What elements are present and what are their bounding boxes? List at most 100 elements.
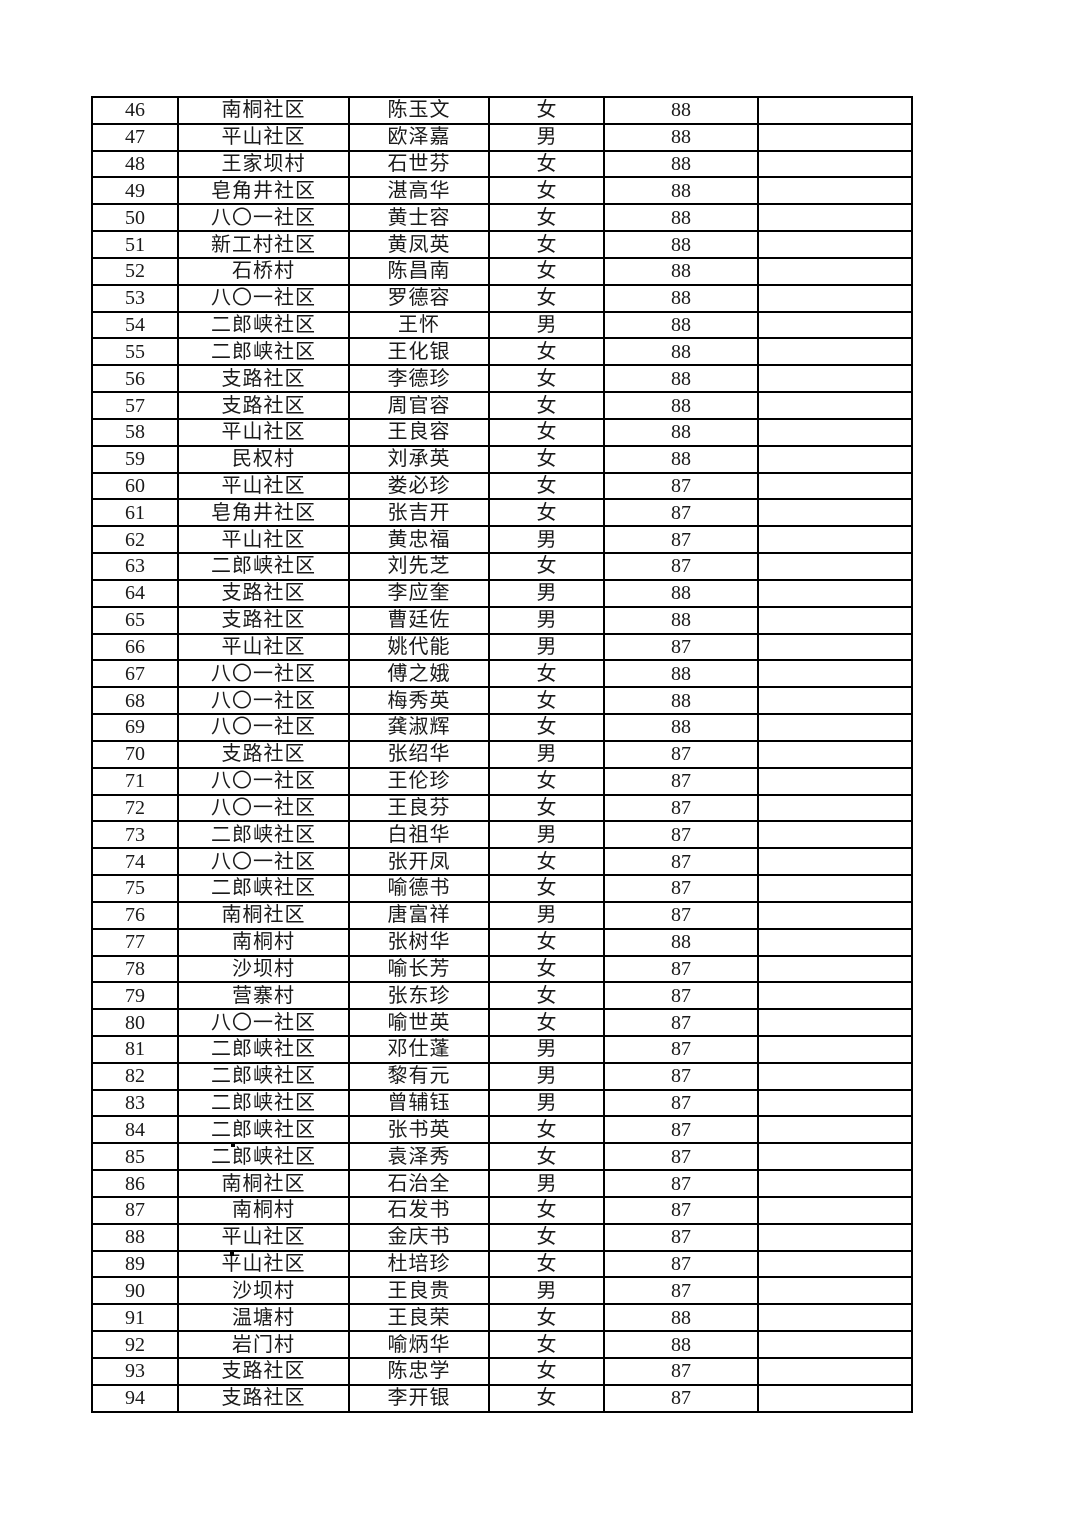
cell-gender: 女 xyxy=(488,793,605,823)
cell-gender: 男 xyxy=(488,1034,605,1064)
table-row: 61 皂角井社区 张吉开 女 87 xyxy=(91,498,913,528)
cell-community: 南桐社区 xyxy=(177,1169,350,1198)
cell-score: 88 xyxy=(603,1303,759,1333)
table-row: 85 二郎峡社区 袁泽秀 女 87 xyxy=(91,1142,913,1172)
cell-blank xyxy=(757,713,913,742)
cell-community: 二郎峡社区 xyxy=(177,310,350,340)
cell-row-number: 66 xyxy=(91,632,179,662)
cell-gender: 女 xyxy=(488,1195,605,1225)
cell-score: 87 xyxy=(603,1169,759,1198)
cell-blank xyxy=(757,149,913,179)
cell-person-name: 罗德容 xyxy=(348,283,490,313)
table-row: 79 营寨村 张东珍 女 87 xyxy=(91,981,913,1011)
table-row: 60 平山社区 娄必珍 女 87 xyxy=(91,471,913,501)
cell-row-number: 64 xyxy=(91,578,179,608)
cell-score: 87 xyxy=(603,1142,759,1172)
cell-score: 87 xyxy=(603,471,759,501)
cell-score: 87 xyxy=(603,1356,759,1386)
cell-blank xyxy=(757,900,913,930)
table-row: 59 民权村 刘承英 女 88 xyxy=(91,444,913,474)
cell-row-number: 74 xyxy=(91,847,179,877)
cell-gender: 女 xyxy=(488,1249,605,1279)
cell-person-name: 黄忠福 xyxy=(348,525,490,555)
cell-blank xyxy=(757,417,913,447)
cell-row-number: 61 xyxy=(91,498,179,528)
table-row: 91 温塘村 王良荣 女 88 xyxy=(91,1303,913,1333)
table-row: 58 平山社区 王良容 女 88 xyxy=(91,417,913,447)
cell-gender: 男 xyxy=(488,1169,605,1198)
cell-person-name: 喻长芳 xyxy=(348,954,490,984)
cell-blank xyxy=(757,444,913,474)
table-row: 62 平山社区 黄忠福 男 87 xyxy=(91,525,913,555)
table-row: 54 二郎峡社区 王怀 男 88 xyxy=(91,310,913,340)
cell-row-number: 85 xyxy=(91,1142,179,1172)
cell-person-name: 欧泽嘉 xyxy=(348,122,490,152)
cell-person-name: 陈昌南 xyxy=(348,256,490,286)
cell-person-name: 王良容 xyxy=(348,417,490,447)
cell-blank xyxy=(757,1276,913,1306)
cell-blank xyxy=(757,874,913,903)
table-row: 53 八〇一社区 罗德容 女 88 xyxy=(91,283,913,313)
cell-gender: 男 xyxy=(488,578,605,608)
cell-gender: 女 xyxy=(488,1330,605,1359)
cell-blank xyxy=(757,659,913,689)
cell-score: 88 xyxy=(603,176,759,206)
table-row: 68 八〇一社区 梅秀英 女 88 xyxy=(91,686,913,716)
cell-blank xyxy=(757,256,913,286)
table-row: 77 南桐村 张树华 女 88 xyxy=(91,927,913,957)
cell-score: 87 xyxy=(603,1115,759,1145)
cell-gender: 男 xyxy=(488,739,605,769)
cell-gender: 女 xyxy=(488,1142,605,1172)
cell-person-name: 张书英 xyxy=(348,1115,490,1145)
cell-community: 二郎峡社区 xyxy=(177,1061,350,1091)
cell-score: 87 xyxy=(603,766,759,796)
cell-gender: 女 xyxy=(488,498,605,528)
cell-row-number: 51 xyxy=(91,230,179,259)
cell-row-number: 79 xyxy=(91,981,179,1011)
cell-blank xyxy=(757,927,913,957)
cell-community: 南桐村 xyxy=(177,927,350,957)
cell-score: 87 xyxy=(603,1383,759,1414)
cell-person-name: 张绍华 xyxy=(348,739,490,769)
cell-person-name: 王良贵 xyxy=(348,1276,490,1306)
cell-gender: 女 xyxy=(488,1356,605,1386)
cell-score: 87 xyxy=(603,1008,759,1037)
cell-score: 87 xyxy=(603,874,759,903)
cell-score: 88 xyxy=(603,444,759,474)
cell-blank xyxy=(757,1061,913,1091)
cell-row-number: 47 xyxy=(91,122,179,152)
table-row: 73 二郎峡社区 白祖华 男 87 xyxy=(91,820,913,850)
cell-blank xyxy=(757,364,913,394)
table-row: 50 八〇一社区 黄士容 女 88 xyxy=(91,203,913,233)
cell-score: 87 xyxy=(603,793,759,823)
cell-community: 二郎峡社区 xyxy=(177,337,350,367)
cell-row-number: 49 xyxy=(91,176,179,206)
cell-score: 88 xyxy=(603,605,759,635)
table-row: 80 八〇一社区 喻世英 女 87 xyxy=(91,1008,913,1037)
cell-blank xyxy=(757,1088,913,1118)
table-row: 90 沙坝村 王良贵 男 87 xyxy=(91,1276,913,1306)
cell-person-name: 娄必珍 xyxy=(348,471,490,501)
cell-person-name: 刘先芝 xyxy=(348,552,490,581)
cell-row-number: 73 xyxy=(91,820,179,850)
cell-person-name: 龚淑辉 xyxy=(348,713,490,742)
cell-gender: 女 xyxy=(488,417,605,447)
cell-community: 平山社区 xyxy=(177,417,350,447)
cell-row-number: 86 xyxy=(91,1169,179,1198)
cell-blank xyxy=(757,686,913,716)
cell-blank xyxy=(757,96,913,125)
cell-blank xyxy=(757,1249,913,1279)
cell-blank xyxy=(757,820,913,850)
cell-blank xyxy=(757,391,913,420)
cell-community: 八〇一社区 xyxy=(177,203,350,233)
cell-blank xyxy=(757,1356,913,1386)
cell-row-number: 84 xyxy=(91,1115,179,1145)
cell-person-name: 喻世英 xyxy=(348,1008,490,1037)
cell-score: 87 xyxy=(603,1195,759,1225)
cell-score: 87 xyxy=(603,900,759,930)
cell-score: 88 xyxy=(603,230,759,259)
cell-blank xyxy=(757,203,913,233)
cell-row-number: 59 xyxy=(91,444,179,474)
cell-blank xyxy=(757,1195,913,1225)
